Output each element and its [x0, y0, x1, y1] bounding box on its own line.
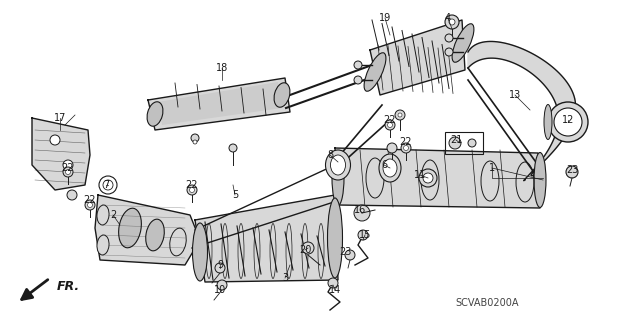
Ellipse shape: [544, 105, 552, 139]
Ellipse shape: [383, 159, 397, 177]
Polygon shape: [158, 82, 282, 125]
Circle shape: [217, 280, 227, 290]
Polygon shape: [370, 20, 465, 95]
Ellipse shape: [328, 198, 342, 278]
Circle shape: [229, 144, 237, 152]
Circle shape: [449, 19, 455, 25]
Circle shape: [401, 143, 411, 153]
Polygon shape: [148, 78, 290, 130]
Circle shape: [468, 139, 476, 147]
Text: SCVAB0200A: SCVAB0200A: [455, 298, 518, 308]
Circle shape: [419, 169, 437, 187]
Text: 23: 23: [566, 165, 578, 175]
Text: 13: 13: [509, 90, 521, 100]
Text: 23: 23: [339, 247, 351, 257]
Circle shape: [215, 263, 225, 273]
Text: 12: 12: [562, 115, 574, 125]
Ellipse shape: [118, 208, 141, 248]
Ellipse shape: [97, 205, 109, 225]
Circle shape: [187, 185, 197, 195]
Text: 6: 6: [381, 160, 387, 170]
Circle shape: [193, 140, 197, 144]
Circle shape: [387, 143, 397, 153]
Circle shape: [445, 34, 453, 42]
Polygon shape: [95, 195, 200, 265]
Ellipse shape: [147, 102, 163, 126]
Text: 16: 16: [354, 205, 366, 215]
Text: 22: 22: [400, 137, 412, 147]
Ellipse shape: [554, 108, 582, 136]
Circle shape: [302, 242, 314, 254]
Text: 4: 4: [445, 13, 451, 23]
Bar: [445, 132, 483, 154]
Circle shape: [63, 167, 73, 177]
Text: 7: 7: [103, 180, 109, 190]
Circle shape: [345, 250, 355, 260]
Ellipse shape: [332, 151, 344, 205]
Circle shape: [385, 120, 395, 130]
Circle shape: [403, 145, 408, 151]
Ellipse shape: [354, 205, 370, 221]
Polygon shape: [195, 195, 338, 282]
Circle shape: [65, 169, 70, 174]
Circle shape: [354, 76, 362, 84]
Text: 18: 18: [216, 63, 228, 73]
Circle shape: [358, 230, 368, 240]
Ellipse shape: [534, 152, 546, 207]
Text: 2: 2: [110, 210, 116, 220]
Circle shape: [189, 188, 195, 192]
Circle shape: [449, 137, 461, 149]
Polygon shape: [468, 41, 575, 181]
Circle shape: [387, 122, 392, 128]
Ellipse shape: [379, 154, 401, 182]
Text: 17: 17: [54, 113, 66, 123]
Text: 8: 8: [327, 150, 333, 160]
Circle shape: [354, 61, 362, 69]
Text: 9: 9: [217, 260, 223, 270]
Ellipse shape: [274, 83, 290, 107]
Circle shape: [445, 48, 453, 56]
Text: 15: 15: [359, 230, 371, 240]
Circle shape: [50, 135, 60, 145]
Text: 10: 10: [214, 285, 226, 295]
Text: 21: 21: [450, 135, 462, 145]
Text: 11: 11: [414, 170, 426, 180]
Polygon shape: [335, 148, 540, 208]
Circle shape: [88, 203, 93, 207]
Ellipse shape: [326, 150, 351, 180]
Text: 22: 22: [384, 115, 396, 125]
Text: 1: 1: [489, 163, 495, 173]
Text: 20: 20: [299, 245, 311, 255]
Circle shape: [328, 278, 338, 288]
Ellipse shape: [97, 235, 109, 255]
Ellipse shape: [452, 24, 474, 62]
Circle shape: [398, 113, 402, 117]
Ellipse shape: [364, 53, 386, 91]
Text: 5: 5: [232, 190, 238, 200]
Ellipse shape: [193, 223, 207, 281]
Circle shape: [191, 134, 199, 142]
Ellipse shape: [146, 219, 164, 251]
Ellipse shape: [548, 102, 588, 142]
Circle shape: [423, 173, 433, 183]
Circle shape: [85, 200, 95, 210]
Polygon shape: [32, 118, 90, 190]
Circle shape: [445, 15, 459, 29]
Ellipse shape: [330, 155, 346, 175]
Text: 22: 22: [84, 195, 96, 205]
Text: 22: 22: [61, 163, 74, 173]
Text: 14: 14: [329, 285, 341, 295]
Circle shape: [395, 110, 405, 120]
Circle shape: [67, 190, 77, 200]
Text: 3: 3: [282, 273, 288, 283]
Circle shape: [566, 166, 578, 178]
Text: FR.: FR.: [57, 279, 80, 293]
Circle shape: [63, 160, 73, 170]
Text: 22: 22: [186, 180, 198, 190]
Text: 19: 19: [379, 13, 391, 23]
